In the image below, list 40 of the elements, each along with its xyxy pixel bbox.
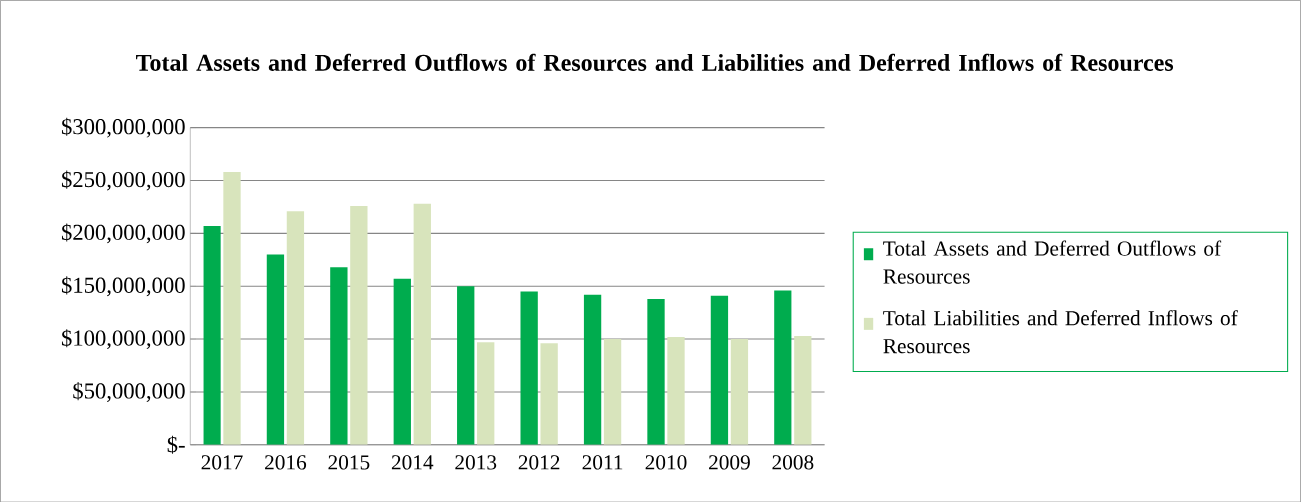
bar: [647, 298, 665, 445]
bar: [520, 291, 538, 445]
bar: [603, 338, 622, 445]
x-tick-label: 2012: [518, 454, 560, 470]
bar: [477, 342, 495, 445]
legend-label: Total Assets and Deferred Outflows of Resources: [883, 240, 1222, 284]
x-tick-label: 2015: [328, 454, 370, 470]
bar: [710, 295, 729, 445]
chart-title: Total Assets and Deferred Outflows of Resources and Liabilities and Deferred Inflows of Resources: [136, 53, 1174, 71]
x-tick-label: 2011: [582, 454, 623, 470]
bar: [266, 254, 285, 445]
x-tick-label: 2014: [391, 454, 434, 470]
y-tick-label: $100,000,000: [61, 328, 185, 349]
x-tick-label: 2016: [265, 454, 307, 470]
y-tick-label: $200,000,000: [61, 223, 185, 244]
x-tick-label: 2008: [772, 454, 814, 470]
x-tick-label: 2009: [709, 454, 750, 470]
x-tick-label: 2010: [645, 454, 687, 470]
bar: [286, 210, 305, 445]
bar: [223, 171, 241, 445]
x-tick-label: 2017: [201, 454, 243, 470]
bar: [393, 278, 411, 445]
y-tick-label: $150,000,000: [61, 276, 185, 296]
bar: [413, 203, 431, 445]
bar: [667, 336, 685, 445]
x-tick-label: 2013: [455, 454, 497, 470]
bar: [457, 285, 475, 445]
bar: [540, 343, 558, 445]
bar: [774, 290, 792, 445]
bar: [730, 338, 749, 445]
bar: [350, 205, 368, 445]
bar: [330, 266, 348, 445]
legend-label: Total Liabilities and Deferred Inflows of Resources: [883, 309, 1238, 354]
y-tick-label: $-: [167, 435, 185, 454]
bar: [203, 225, 221, 445]
y-tick-label: $50,000,000: [73, 381, 185, 402]
y-tick-label: $300,000,000: [61, 117, 185, 138]
y-tick-label: $250,000,000: [61, 170, 185, 191]
bar: [583, 294, 602, 445]
bar: [794, 335, 812, 445]
